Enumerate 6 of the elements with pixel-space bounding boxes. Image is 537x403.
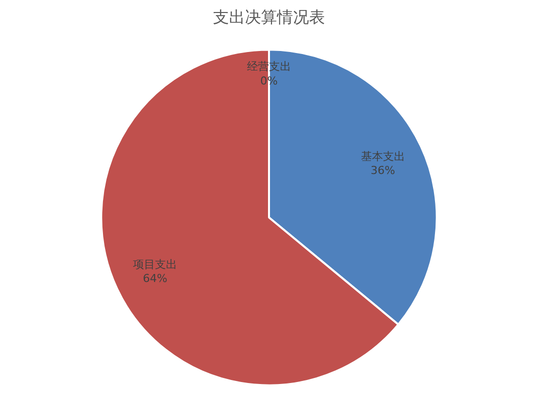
data-label: 36% — [370, 164, 396, 178]
chart-title: 支出决算情况表 — [213, 8, 325, 26]
slice-label: 基本支出 — [360, 150, 405, 163]
data-label: 64% — [142, 272, 168, 286]
slice-label: 项目支出 — [133, 258, 178, 271]
text: 0% — [260, 74, 278, 88]
